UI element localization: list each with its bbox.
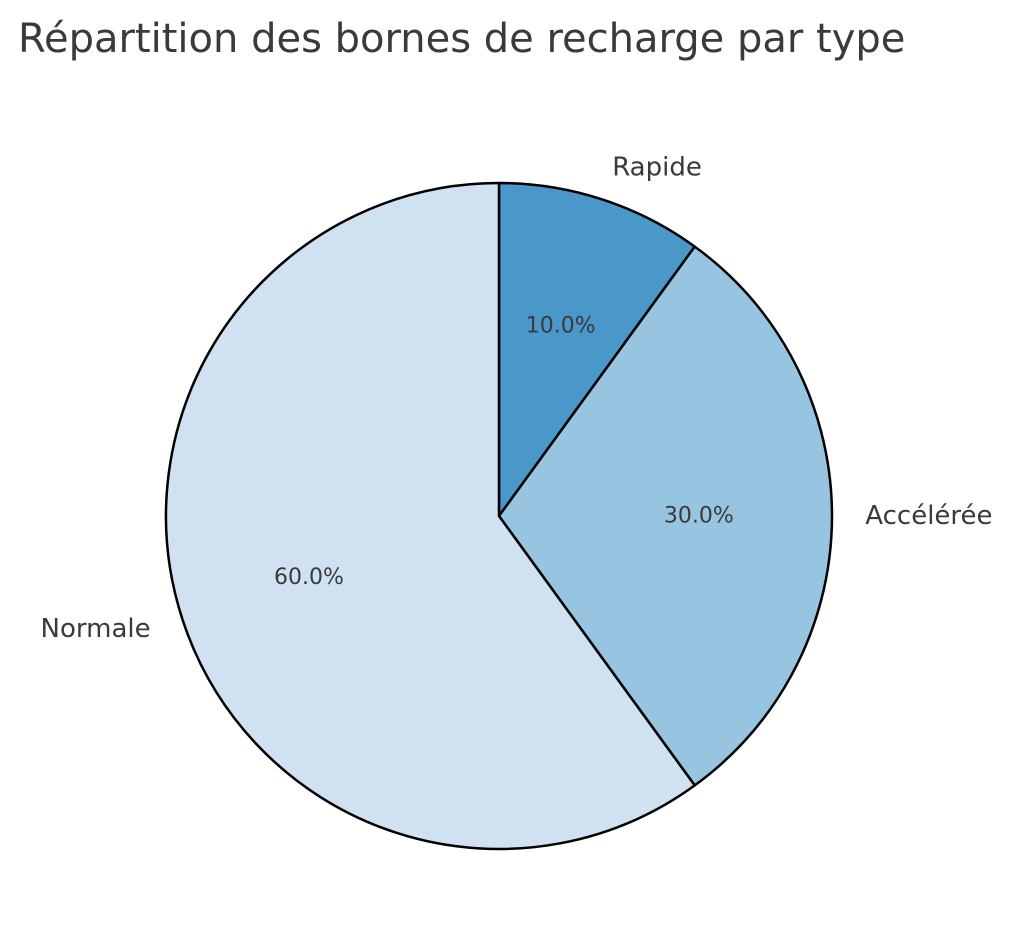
slice-acceleree [497,245,834,787]
category-label-normale: Normale [41,614,151,644]
percent-label-normale: 60.0% [274,565,344,590]
pie-slices [164,181,834,851]
category-label-acceleree: Accélérée [865,501,992,531]
category-labels: Rapide Accélérée Normale [41,153,993,645]
percent-labels: 10.0% 30.0% 60.0% [274,313,734,590]
percent-label-rapide: 10.0% [526,313,596,338]
chart-title: Répartition des bornes de recharge par t… [18,16,905,62]
category-label-rapide: Rapide [612,153,702,183]
percent-label-acceleree: 30.0% [664,504,734,529]
slice-normale [164,181,696,851]
slice-rapide [497,181,696,518]
